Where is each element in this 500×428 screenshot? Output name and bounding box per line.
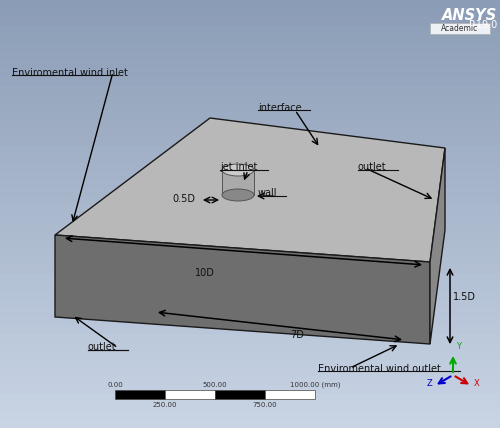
Bar bbox=[265, 390, 315, 399]
Text: 10D: 10D bbox=[195, 268, 215, 278]
Bar bbox=[0, 8, 500, 17]
Bar bbox=[0, 119, 500, 128]
Text: X: X bbox=[474, 379, 480, 388]
Text: wall: wall bbox=[258, 188, 278, 198]
Bar bbox=[0, 76, 500, 86]
Bar bbox=[0, 222, 500, 231]
Bar bbox=[0, 0, 500, 9]
Bar bbox=[0, 51, 500, 60]
Polygon shape bbox=[222, 170, 254, 195]
Bar bbox=[0, 282, 500, 291]
Bar bbox=[0, 205, 500, 214]
Bar bbox=[0, 316, 500, 325]
Text: Enviromental wind outlet: Enviromental wind outlet bbox=[318, 364, 441, 374]
Bar bbox=[0, 59, 500, 68]
Bar bbox=[0, 33, 500, 43]
Text: 7D: 7D bbox=[290, 330, 304, 340]
Text: 750.00: 750.00 bbox=[252, 402, 278, 408]
Bar bbox=[0, 273, 500, 282]
Bar bbox=[0, 42, 500, 51]
Bar bbox=[0, 110, 500, 120]
Bar bbox=[115, 390, 165, 399]
Text: Z: Z bbox=[426, 379, 432, 388]
Bar bbox=[0, 162, 500, 171]
Bar bbox=[0, 136, 500, 146]
Text: 500.00: 500.00 bbox=[202, 382, 228, 388]
Bar bbox=[165, 390, 215, 399]
Text: 0.5D: 0.5D bbox=[172, 194, 195, 204]
Bar bbox=[0, 290, 500, 300]
Text: outlet: outlet bbox=[358, 162, 386, 172]
Bar bbox=[0, 333, 500, 342]
Bar bbox=[0, 393, 500, 402]
Text: 0.00: 0.00 bbox=[107, 382, 123, 388]
Bar bbox=[0, 187, 500, 197]
Bar bbox=[0, 153, 500, 163]
Text: outlet: outlet bbox=[88, 342, 117, 352]
Bar bbox=[0, 239, 500, 248]
Text: Enviromental wind inlet: Enviromental wind inlet bbox=[12, 68, 128, 78]
Polygon shape bbox=[55, 118, 445, 262]
Text: Academic: Academic bbox=[442, 24, 478, 33]
Bar bbox=[0, 359, 500, 368]
Bar bbox=[0, 93, 500, 103]
Bar bbox=[0, 85, 500, 94]
Bar bbox=[0, 128, 500, 137]
Bar bbox=[0, 419, 500, 428]
Bar bbox=[0, 265, 500, 274]
Bar bbox=[215, 390, 265, 399]
Text: ANSYS: ANSYS bbox=[442, 8, 497, 23]
Bar bbox=[0, 102, 500, 111]
Bar bbox=[0, 179, 500, 188]
Text: Y: Y bbox=[456, 342, 461, 351]
Text: 1000.00 (mm): 1000.00 (mm) bbox=[290, 381, 340, 388]
Bar bbox=[0, 25, 500, 34]
Bar bbox=[0, 376, 500, 385]
Bar bbox=[0, 196, 500, 205]
Text: interface: interface bbox=[258, 103, 302, 113]
Polygon shape bbox=[55, 235, 430, 344]
Bar bbox=[0, 324, 500, 334]
Ellipse shape bbox=[222, 189, 254, 201]
Bar bbox=[0, 367, 500, 377]
Bar bbox=[0, 68, 500, 77]
Text: 1.5D: 1.5D bbox=[453, 292, 476, 302]
Text: 250.00: 250.00 bbox=[153, 402, 177, 408]
Text: R19.0: R19.0 bbox=[469, 20, 497, 30]
Bar bbox=[430, 23, 490, 34]
Bar bbox=[0, 410, 500, 419]
Bar bbox=[0, 145, 500, 154]
Ellipse shape bbox=[222, 164, 254, 176]
Bar bbox=[0, 213, 500, 223]
Bar bbox=[0, 401, 500, 411]
Text: jet inlet: jet inlet bbox=[220, 162, 258, 172]
Bar bbox=[0, 247, 500, 257]
Polygon shape bbox=[430, 148, 445, 344]
Bar bbox=[0, 384, 500, 394]
Bar bbox=[0, 307, 500, 317]
Bar bbox=[0, 299, 500, 308]
Bar bbox=[0, 342, 500, 351]
Bar bbox=[0, 170, 500, 180]
Bar bbox=[0, 230, 500, 240]
Bar bbox=[0, 16, 500, 26]
Bar bbox=[0, 256, 500, 265]
Bar bbox=[0, 350, 500, 360]
